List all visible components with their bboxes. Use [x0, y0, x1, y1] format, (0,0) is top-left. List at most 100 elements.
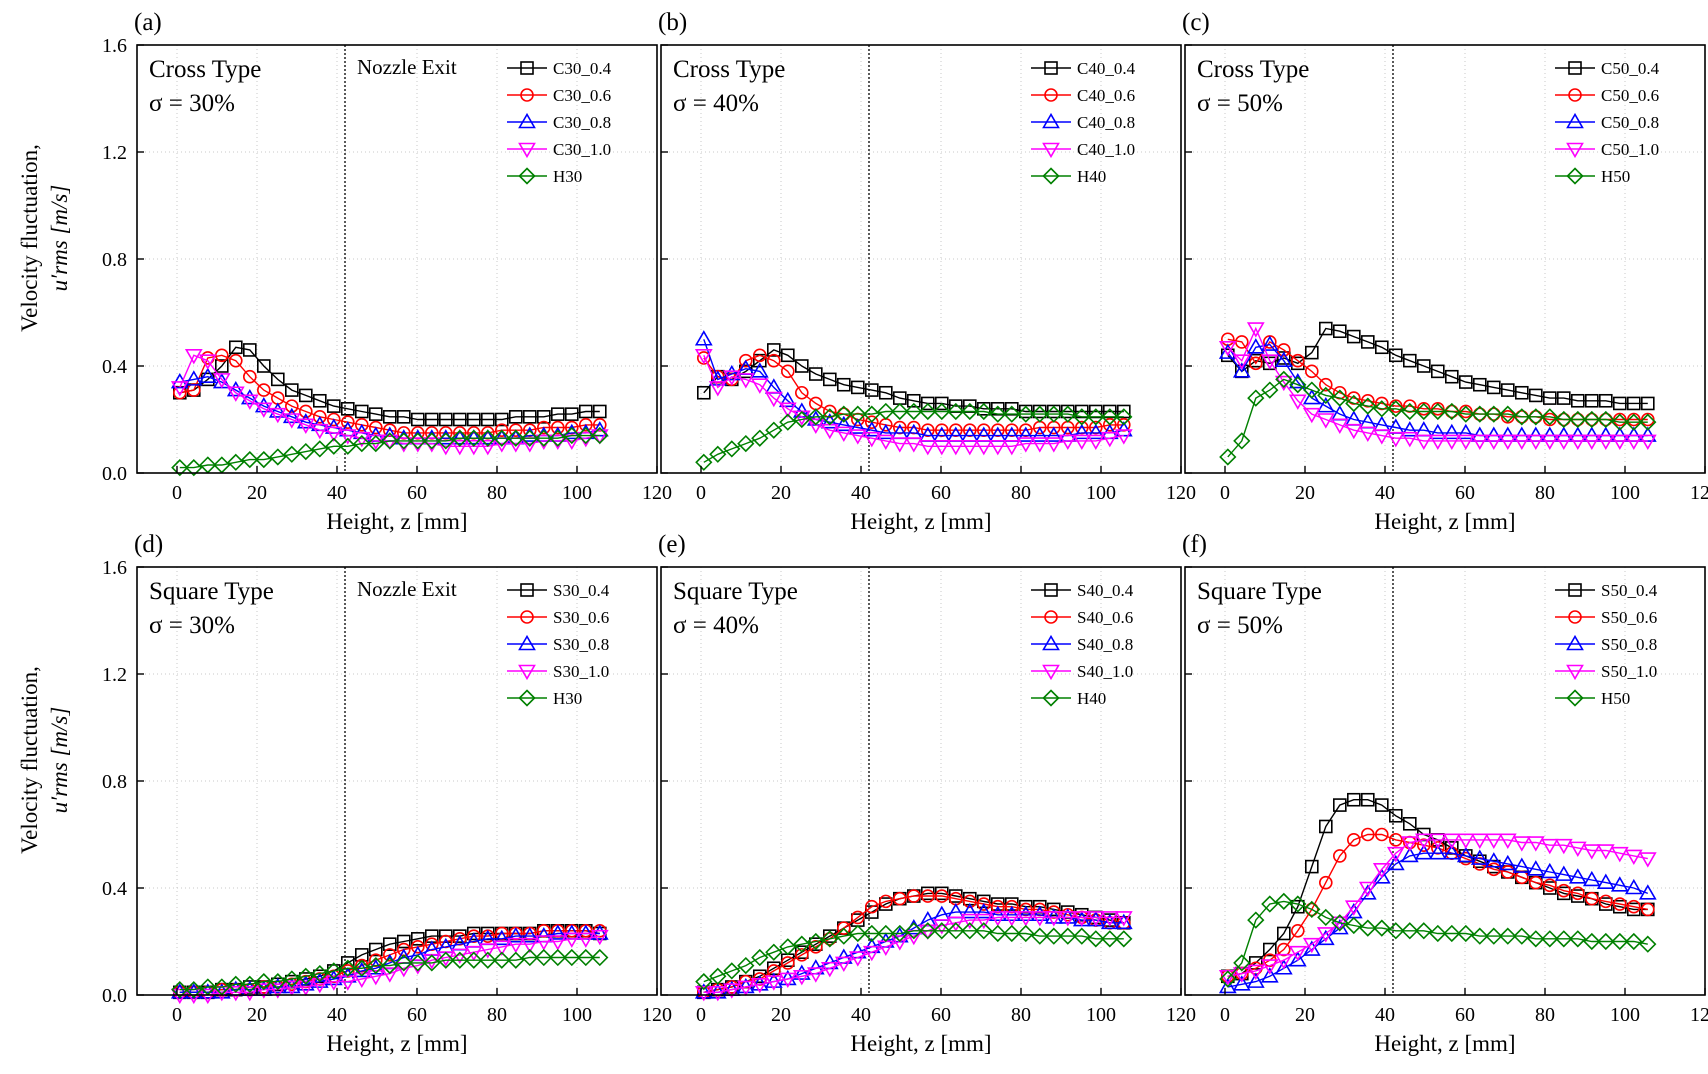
data-point — [1611, 932, 1629, 951]
data-point — [1442, 423, 1461, 440]
data-point — [1016, 911, 1035, 927]
data-point — [550, 407, 565, 421]
data-point — [778, 972, 797, 989]
data-point — [696, 385, 711, 400]
data-point — [1246, 322, 1265, 338]
data-point — [822, 932, 837, 946]
data-point — [310, 972, 329, 988]
data-point — [311, 964, 329, 983]
data-point — [1389, 833, 1403, 847]
data-point — [1372, 862, 1391, 879]
data-point — [185, 981, 203, 999]
series-line — [1227, 900, 1648, 980]
data-point — [536, 420, 551, 435]
data-point — [1261, 381, 1279, 399]
data-point — [695, 453, 713, 471]
data-point — [961, 402, 979, 421]
data-point — [1554, 865, 1573, 881]
data-point — [410, 932, 425, 946]
data-point — [780, 348, 795, 363]
data-point — [1414, 421, 1433, 437]
data-point — [324, 969, 343, 986]
data-point — [1540, 862, 1559, 879]
data-point — [297, 967, 315, 985]
series-S40_1.0 — [694, 911, 1133, 1002]
data-point — [1445, 369, 1459, 384]
data-point — [508, 410, 523, 424]
data-point — [1319, 377, 1333, 392]
series-C40_0.6 — [696, 348, 1131, 438]
legend-label: C50_1.0 — [1601, 140, 1659, 159]
data-point — [1415, 922, 1433, 940]
data-point — [1115, 408, 1133, 426]
data-point — [382, 948, 397, 962]
data-point — [933, 402, 951, 421]
x-tick-label: 60 — [407, 1004, 427, 1026]
data-point — [1002, 439, 1021, 456]
data-point — [591, 948, 609, 967]
data-point — [834, 426, 853, 442]
data-point — [1429, 402, 1447, 421]
data-point — [269, 448, 287, 466]
data-point — [1233, 432, 1251, 450]
data-point — [1386, 431, 1405, 448]
data-point — [806, 418, 825, 434]
data-point — [862, 945, 881, 962]
data-point — [549, 429, 567, 447]
data-point — [974, 439, 993, 456]
legend-label: H30 — [553, 689, 582, 708]
data-point — [1344, 900, 1363, 916]
data-point — [312, 393, 327, 408]
x-tick-label: 80 — [1535, 1004, 1555, 1026]
data-point — [423, 432, 441, 450]
data-point — [820, 961, 839, 978]
y-axis-title-line1: Velocity fluctuation, — [17, 666, 42, 854]
sigma-label: σ = 30% — [149, 612, 235, 639]
data-point — [737, 956, 755, 975]
x-tick-label: 100 — [1086, 1004, 1116, 1026]
data-point — [1613, 897, 1627, 911]
data-point — [240, 394, 259, 410]
data-point — [184, 370, 203, 386]
legend-label: S30_1.0 — [553, 662, 609, 681]
data-point — [1291, 353, 1305, 368]
data-point — [1232, 362, 1251, 378]
data-point — [1045, 927, 1063, 945]
data-point — [1219, 970, 1237, 988]
data-point — [1044, 911, 1063, 927]
data-point — [1361, 335, 1375, 349]
data-point — [1389, 808, 1403, 823]
legend-marker — [1566, 634, 1584, 651]
data-point — [1347, 329, 1361, 344]
data-point — [794, 359, 809, 373]
y-axis-title-line2: u′rms [m/s] — [47, 707, 72, 814]
data-point — [382, 937, 397, 951]
chart-panel-6: 0 20 40 60 80 100 120 Height, z [mm] (f) Square T… — [1182, 531, 1708, 1056]
data-point — [340, 415, 355, 429]
x-axis-title: Height, z [mm] — [1374, 1031, 1515, 1056]
data-point — [1389, 348, 1403, 363]
legend-marker — [1044, 61, 1058, 75]
data-point — [452, 412, 467, 427]
data-point — [1526, 860, 1545, 876]
data-point — [325, 437, 343, 455]
data-point — [708, 986, 727, 1002]
data-point — [1103, 418, 1117, 432]
data-point — [1289, 895, 1307, 913]
data-point — [1513, 927, 1531, 945]
data-point — [1044, 426, 1063, 442]
panel-letter: (d) — [134, 531, 163, 558]
legend-marker — [1566, 112, 1584, 129]
data-point — [989, 924, 1007, 943]
data-point — [466, 412, 481, 427]
data-point — [1456, 833, 1475, 849]
data-point — [590, 429, 609, 445]
data-point — [1359, 397, 1377, 415]
data-point — [1345, 394, 1363, 413]
data-point — [1047, 404, 1061, 419]
data-point — [1541, 930, 1559, 948]
data-point — [821, 408, 839, 426]
data-point — [1302, 940, 1321, 956]
data-point — [494, 412, 509, 427]
data-point — [1400, 431, 1419, 448]
